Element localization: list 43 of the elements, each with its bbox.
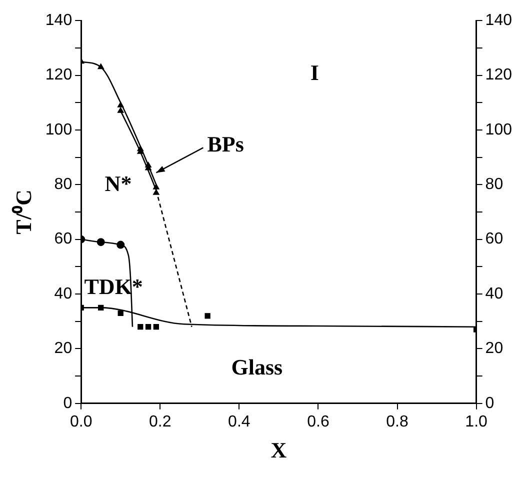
x-tick-label: 0.0 [70, 413, 92, 430]
y-tick-label: 80 [54, 176, 72, 194]
y-tick-label: 100 [45, 121, 72, 138]
point [117, 106, 124, 113]
x-tick-label: 0.6 [307, 413, 330, 430]
point [98, 304, 104, 311]
point [97, 63, 104, 70]
y2-tick-label: 140 [485, 12, 512, 30]
y-axis-title: T/⁰C [10, 190, 36, 234]
x-tick-label: 0.4 [228, 413, 250, 430]
y-tick-label: 120 [45, 66, 72, 84]
annotation: N* [104, 170, 132, 196]
y2-tick-label: 40 [485, 285, 504, 302]
point [144, 162, 152, 168]
x-tick-label: 0.8 [386, 413, 408, 430]
y2-tick-label: 120 [485, 66, 512, 84]
y2-tick-label: 20 [485, 340, 504, 358]
y2-tick-label: 0 [485, 394, 494, 412]
annotation: I [310, 60, 319, 85]
point [145, 324, 152, 330]
annotation: Glass [231, 354, 284, 380]
y-tick-label: 20 [54, 340, 72, 358]
y-tick-label: 140 [45, 12, 72, 30]
y-tick-label: 40 [54, 285, 72, 302]
x-tick-label: 1.0 [465, 413, 488, 430]
point [116, 240, 125, 249]
y2-tick-label: 80 [485, 176, 504, 194]
point [153, 324, 160, 330]
annotation: BPs [207, 131, 244, 156]
point [204, 313, 210, 319]
x-axis-title: X [270, 437, 287, 462]
y2-tick-label: 100 [485, 121, 512, 138]
point [152, 183, 160, 190]
point [138, 324, 144, 330]
x-tick-label: 0.2 [149, 413, 172, 430]
y-tick-label: 0 [63, 394, 72, 412]
point [96, 238, 105, 246]
point [117, 101, 124, 108]
y2-tick-label: 60 [485, 230, 504, 248]
y-tick-label: 60 [54, 230, 72, 248]
point [136, 145, 144, 152]
point [152, 188, 160, 195]
point [118, 310, 124, 316]
